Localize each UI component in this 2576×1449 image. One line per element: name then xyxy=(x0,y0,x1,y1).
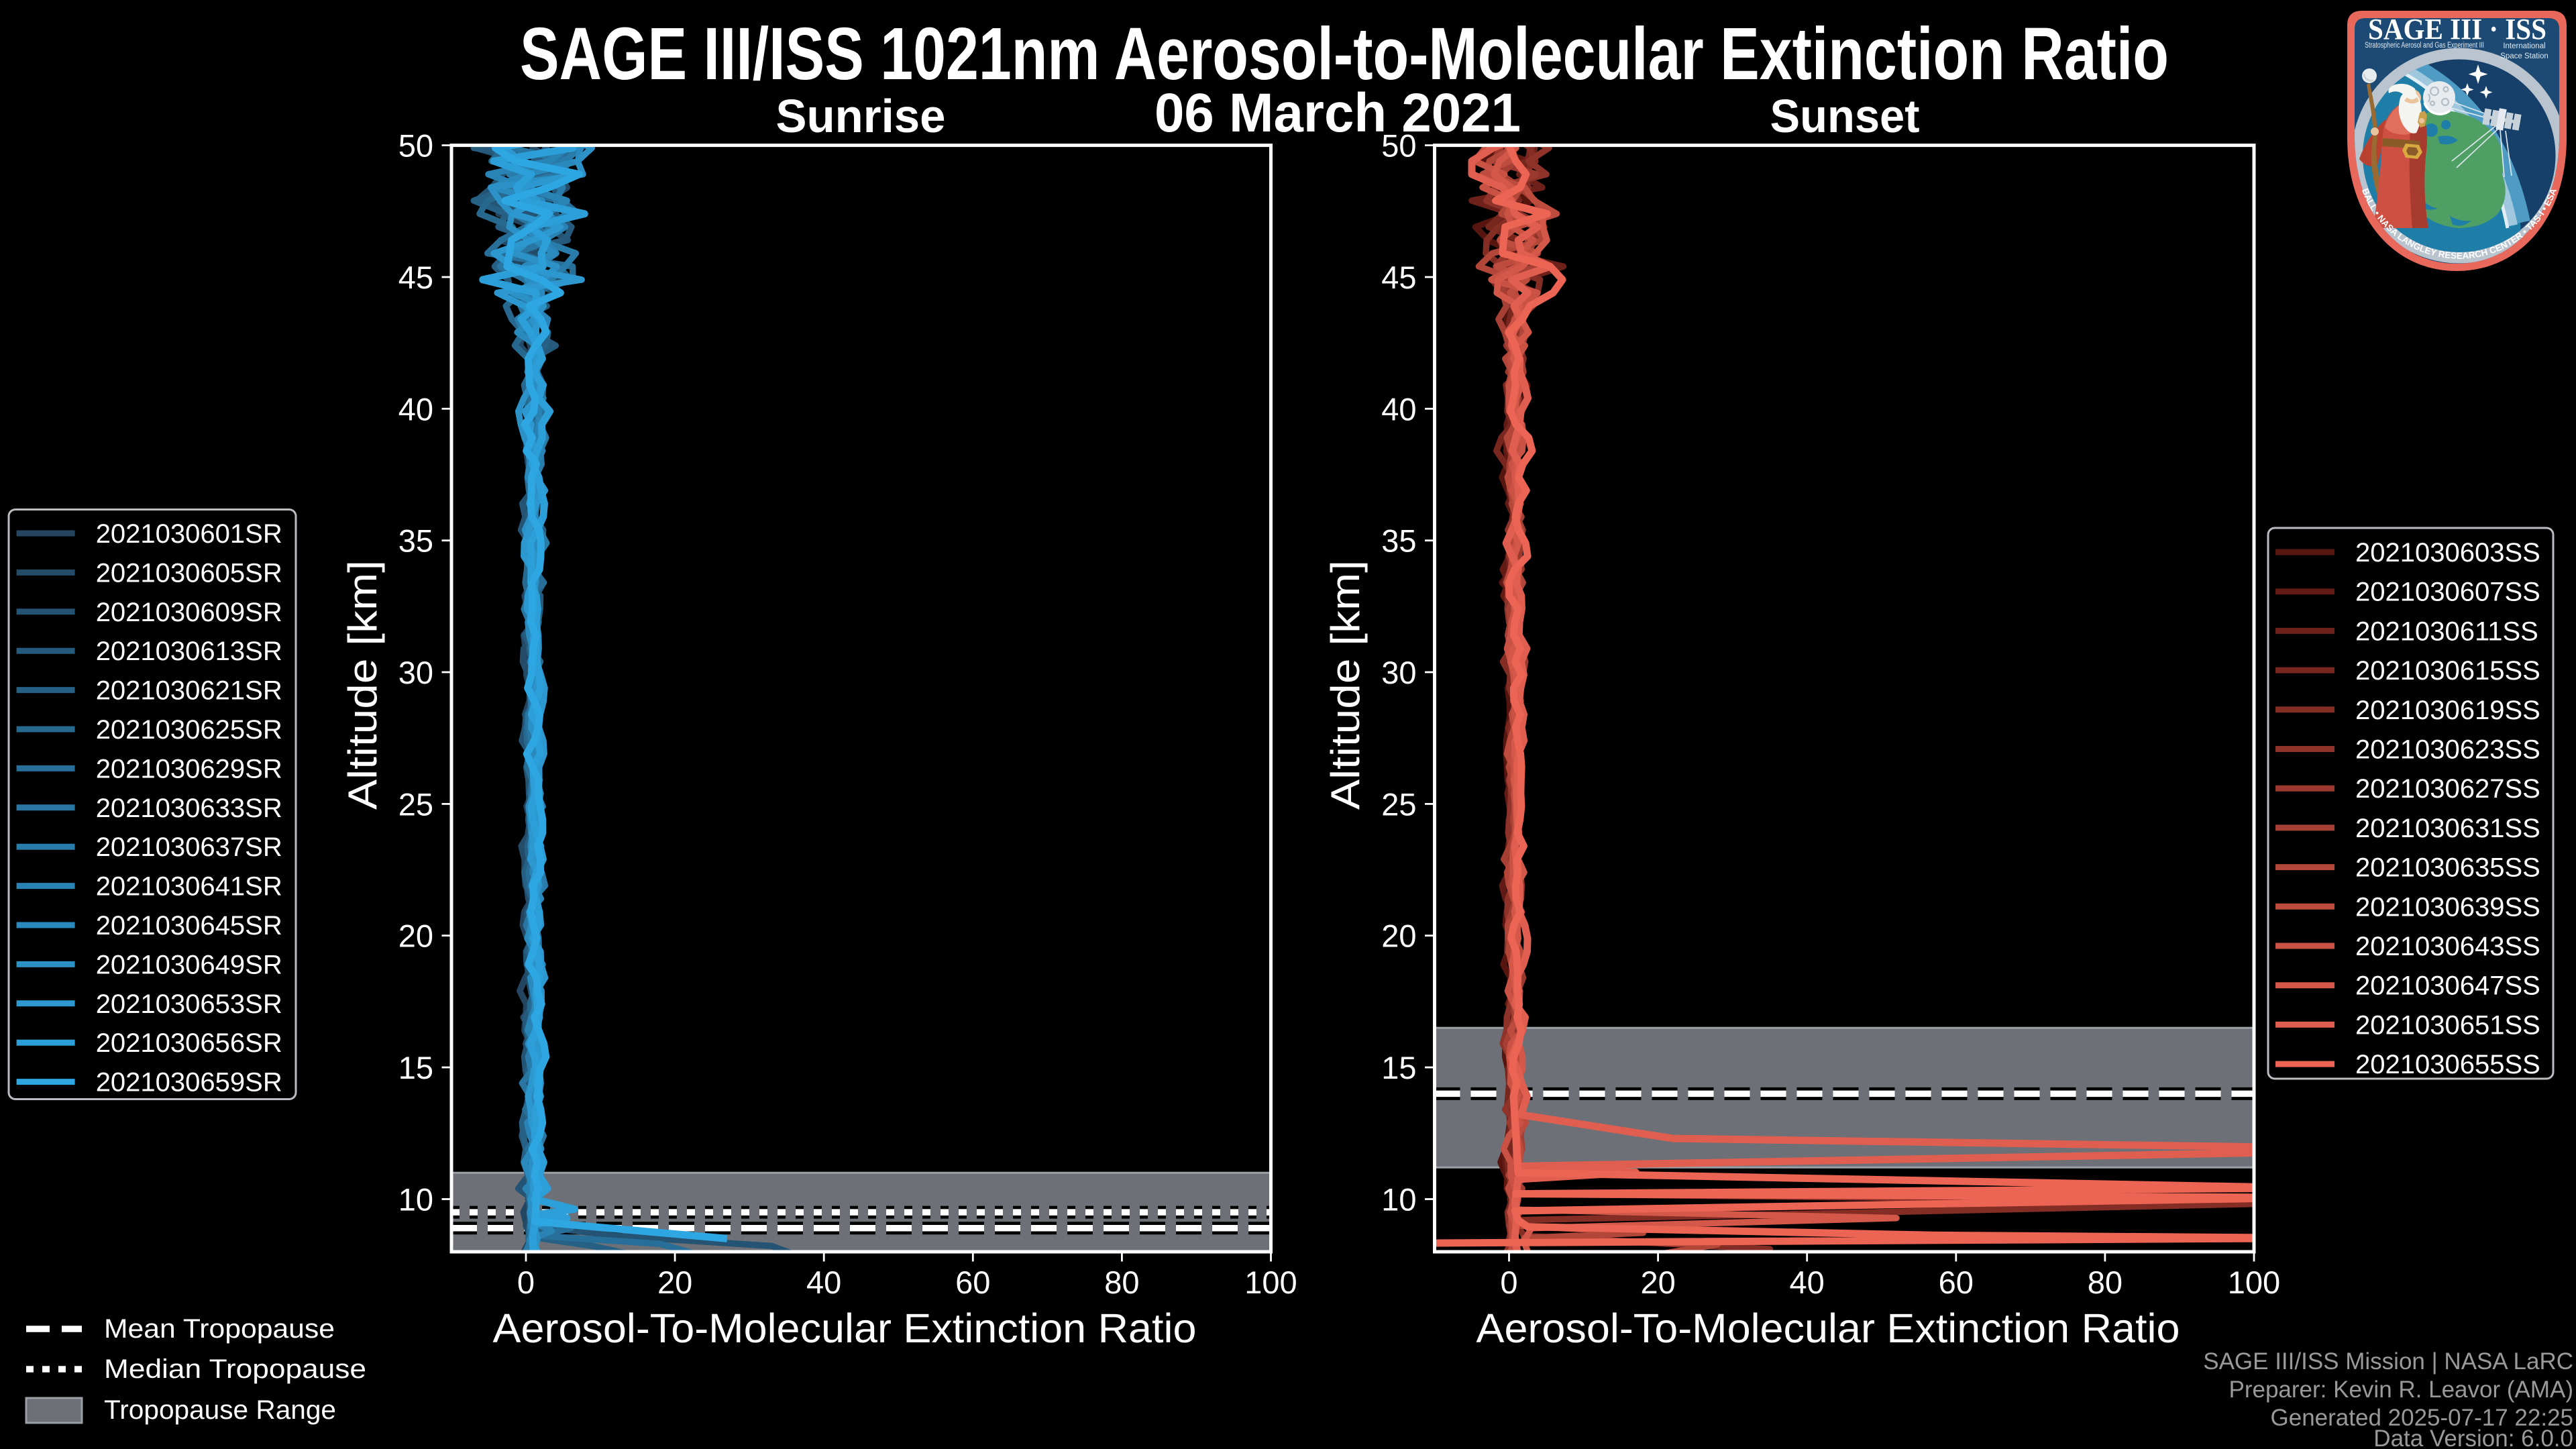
svg-text:25: 25 xyxy=(1381,786,1416,822)
svg-text:100: 100 xyxy=(1244,1265,1297,1300)
svg-text:SAGE III · ISS: SAGE III · ISS xyxy=(2368,13,2546,46)
svg-text:Altitude [km]: Altitude [km] xyxy=(1323,560,1368,810)
svg-text:40: 40 xyxy=(398,391,433,427)
svg-text:2021030656SR: 2021030656SR xyxy=(96,1028,282,1058)
svg-text:10: 10 xyxy=(1381,1182,1416,1218)
svg-text:Data Version: 6.0.0: Data Version: 6.0.0 xyxy=(2373,1426,2573,1449)
svg-text:Generated 2025-07-17 22:25: Generated 2025-07-17 22:25 xyxy=(2271,1405,2573,1431)
svg-text:Altitude [km]: Altitude [km] xyxy=(340,560,385,810)
svg-text:2021030649SR: 2021030649SR xyxy=(96,950,282,979)
svg-text:20: 20 xyxy=(657,1265,692,1300)
svg-text:60: 60 xyxy=(1939,1265,1974,1300)
svg-text:2021030613SR: 2021030613SR xyxy=(96,637,282,666)
svg-text:60: 60 xyxy=(955,1265,990,1300)
svg-text:2021030605SR: 2021030605SR xyxy=(96,558,282,588)
svg-text:2021030603SS: 2021030603SS xyxy=(2355,538,2540,568)
svg-text:30: 30 xyxy=(398,655,433,690)
svg-text:20: 20 xyxy=(398,918,433,954)
svg-text:2021030635SS: 2021030635SS xyxy=(2355,853,2540,883)
svg-text:2021030655SS: 2021030655SS xyxy=(2355,1050,2540,1079)
svg-text:50: 50 xyxy=(1381,128,1416,164)
svg-text:2021030609SR: 2021030609SR xyxy=(96,598,282,627)
svg-text:2021030633SR: 2021030633SR xyxy=(96,794,282,823)
svg-text:Sunset: Sunset xyxy=(1770,90,1920,142)
svg-text:2021030629SR: 2021030629SR xyxy=(96,754,282,784)
svg-text:45: 45 xyxy=(1381,260,1416,295)
svg-text:2021030637SR: 2021030637SR xyxy=(96,833,282,862)
svg-text:Aerosol-To-Molecular Extinctio: Aerosol-To-Molecular Extinction Ratio xyxy=(493,1305,1197,1351)
svg-text:15: 15 xyxy=(398,1050,433,1085)
svg-text:Stratospheric Aerosol and Gas: Stratospheric Aerosol and Gas Experiment… xyxy=(2365,42,2484,50)
svg-text:2021030601SR: 2021030601SR xyxy=(96,519,282,549)
svg-text:80: 80 xyxy=(2088,1265,2123,1300)
svg-text:2021030619SS: 2021030619SS xyxy=(2355,696,2540,725)
svg-text:40: 40 xyxy=(806,1265,841,1300)
svg-text:35: 35 xyxy=(1381,523,1416,559)
svg-text:International: International xyxy=(2503,42,2545,50)
svg-text:2021030639SS: 2021030639SS xyxy=(2355,892,2540,922)
svg-text:20: 20 xyxy=(1640,1265,1675,1300)
svg-text:Aerosol-To-Molecular Extinctio: Aerosol-To-Molecular Extinction Ratio xyxy=(1477,1305,2180,1351)
svg-text:20: 20 xyxy=(1381,918,1416,954)
svg-text:25: 25 xyxy=(398,786,433,822)
svg-text:80: 80 xyxy=(1104,1265,1139,1300)
svg-text:2021030607SS: 2021030607SS xyxy=(2355,578,2540,607)
svg-text:2021030641SR: 2021030641SR xyxy=(96,872,282,902)
svg-text:2021030625SR: 2021030625SR xyxy=(96,715,282,745)
svg-text:2021030651SS: 2021030651SS xyxy=(2355,1010,2540,1040)
svg-text:2021030647SS: 2021030647SS xyxy=(2355,971,2540,1001)
svg-text:06 March 2021: 06 March 2021 xyxy=(1155,83,1521,144)
svg-text:40: 40 xyxy=(1381,391,1416,427)
svg-text:Space Station: Space Station xyxy=(2500,52,2548,60)
svg-text:Median Tropopause: Median Tropopause xyxy=(104,1354,366,1384)
svg-text:45: 45 xyxy=(398,260,433,295)
svg-text:2021030621SR: 2021030621SR xyxy=(96,676,282,706)
svg-text:2021030611SS: 2021030611SS xyxy=(2355,616,2538,646)
svg-text:Sunrise: Sunrise xyxy=(776,90,946,142)
svg-text:Preparer: Kevin R. Leavor (AMA: Preparer: Kevin R. Leavor (AMA) xyxy=(2229,1377,2573,1403)
svg-text:40: 40 xyxy=(1790,1265,1825,1300)
svg-text:2021030645SR: 2021030645SR xyxy=(96,911,282,941)
svg-text:0: 0 xyxy=(1500,1265,1517,1300)
svg-text:10: 10 xyxy=(398,1182,433,1218)
svg-text:35: 35 xyxy=(398,523,433,559)
svg-text:Mean Tropopause: Mean Tropopause xyxy=(104,1314,335,1344)
svg-text:2021030631SS: 2021030631SS xyxy=(2355,814,2540,843)
svg-text:0: 0 xyxy=(517,1265,535,1300)
svg-text:15: 15 xyxy=(1381,1050,1416,1085)
svg-text:50: 50 xyxy=(398,128,433,164)
svg-text:2021030653SR: 2021030653SR xyxy=(96,989,282,1019)
svg-text:2021030615SS: 2021030615SS xyxy=(2355,656,2540,686)
svg-text:Tropopause Range: Tropopause Range xyxy=(104,1395,336,1425)
svg-text:2021030643SS: 2021030643SS xyxy=(2355,932,2540,961)
svg-text:2021030623SS: 2021030623SS xyxy=(2355,735,2540,765)
svg-text:SAGE III/ISS 1021nm Aerosol-to: SAGE III/ISS 1021nm Aerosol-to-Molecular… xyxy=(520,13,2169,95)
svg-text:30: 30 xyxy=(1381,655,1416,690)
svg-text:SAGE III/ISS Mission | NASA La: SAGE III/ISS Mission | NASA LaRC xyxy=(2203,1348,2573,1375)
svg-text:2021030627SS: 2021030627SS xyxy=(2355,774,2540,804)
svg-text:2021030659SR: 2021030659SR xyxy=(96,1068,282,1097)
svg-text:100: 100 xyxy=(2228,1265,2280,1300)
